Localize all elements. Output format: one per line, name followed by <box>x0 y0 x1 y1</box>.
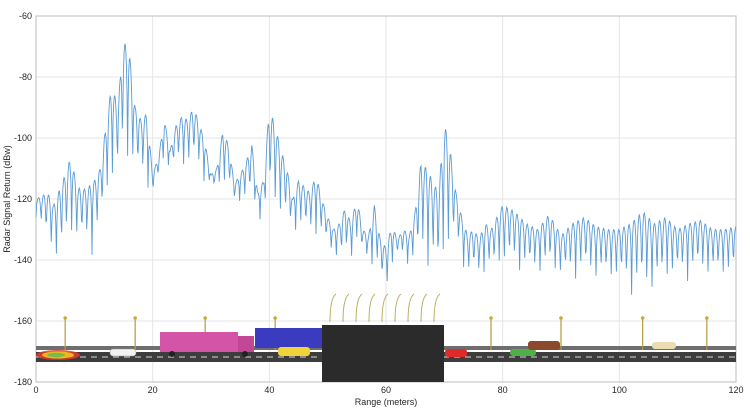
road-scene <box>36 293 736 382</box>
lamp-post <box>355 293 363 323</box>
post-cap <box>203 316 207 320</box>
y-tick-label: -60 <box>19 11 32 21</box>
lamp-post <box>394 293 402 323</box>
y-tick-label: -120 <box>14 194 32 204</box>
post-cap <box>559 316 563 320</box>
post-cap <box>133 316 137 320</box>
post-cap <box>63 316 67 320</box>
car-white-icon <box>109 348 137 357</box>
dark-obstacle-block <box>322 325 444 382</box>
x-axis-label: Range (meters) <box>355 397 418 407</box>
lamp-post <box>329 293 337 323</box>
x-tick-label: 60 <box>381 385 391 395</box>
y-axis-label: Radar Signal Return (dBw) <box>2 145 12 253</box>
lamp-post <box>342 293 350 323</box>
x-tick-label: 20 <box>148 385 158 395</box>
y-tick-label: -100 <box>14 133 32 143</box>
y-tick-label: -140 <box>14 255 32 265</box>
car-red-icon <box>445 349 467 357</box>
x-tick-label: 0 <box>33 385 38 395</box>
rainbow-radar-beam <box>36 350 80 360</box>
lamp-post <box>407 293 415 323</box>
y-tick-label: -160 <box>14 316 32 326</box>
signal-series-line <box>35 43 737 295</box>
post-cap <box>489 316 493 320</box>
y-tick-labels: -60 -80 -100 -120 -140 -160 -180 <box>14 11 32 387</box>
car-yellow-icon <box>278 347 310 356</box>
post-cap <box>640 316 645 320</box>
lamp-post <box>433 293 441 323</box>
x-tick-label: 100 <box>612 385 627 395</box>
x-tick-labels: 0 20 40 60 80 100 120 <box>33 385 743 395</box>
car-green-icon <box>510 349 536 356</box>
y-tick-label: -180 <box>14 377 32 387</box>
car-beige-icon <box>652 342 676 349</box>
post-cap <box>273 316 277 320</box>
x-tick-label: 40 <box>264 385 274 395</box>
truck-pink-icon <box>160 332 254 357</box>
post-cap <box>705 316 709 320</box>
lamp-array <box>329 293 441 323</box>
lamp-post <box>381 293 389 323</box>
lamp-post <box>368 293 376 323</box>
x-tick-label: 120 <box>728 385 743 395</box>
x-tick-label: 80 <box>498 385 508 395</box>
car-brown-icon <box>528 341 560 350</box>
y-tick-label: -80 <box>19 72 32 82</box>
lamp-post <box>420 293 428 323</box>
